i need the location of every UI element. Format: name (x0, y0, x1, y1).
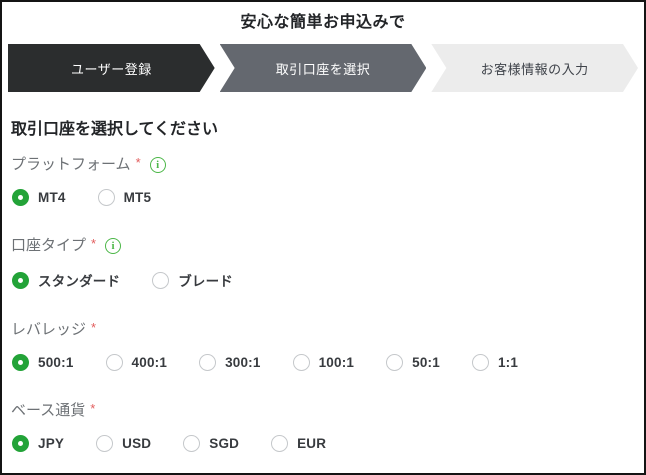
step-label: 取引口座を選択 (275, 61, 371, 77)
section-platform: プラットフォーム * i MT4 MT5 (11, 155, 635, 206)
step-label: お客様情報の入力 (480, 61, 589, 77)
radio-option[interactable]: 300:1 (199, 354, 261, 371)
radio-option[interactable]: EUR (271, 435, 326, 452)
section-label-leverage: レバレッジ * (11, 320, 635, 340)
info-icon[interactable]: i (149, 157, 166, 173)
radio-option-label: 400:1 (131, 355, 168, 370)
radio-selected-icon (12, 435, 29, 452)
form-sections: プラットフォーム * i MT4 MT5 口座タイプ * i スタンダード ブレードレバレッジ * 5… (11, 155, 635, 452)
radio-selected-icon (12, 354, 29, 371)
step-customer-info-input[interactable]: お客様情報の入力 (431, 44, 638, 92)
info-icon[interactable]: i (105, 238, 122, 254)
radio-option-label: SGD (209, 436, 240, 451)
radio-option-label: 500:1 (38, 355, 74, 370)
form-heading: 取引口座を選択してください (11, 121, 219, 138)
required-asterisk: * (135, 155, 141, 170)
radio-option-label: 300:1 (225, 355, 261, 370)
radio-option[interactable]: 100:1 (292, 354, 355, 371)
radio-unselected-icon (271, 435, 289, 452)
radio-selected-icon (12, 189, 29, 206)
progress-stepbar: ユーザー登録 取引口座を選択 お客様情報の入力 (8, 44, 638, 92)
radio-unselected-icon (152, 271, 170, 289)
radio-option[interactable]: 400:1 (105, 354, 168, 371)
radio-option-label: MT5 (123, 190, 152, 205)
account-selection-form: 取引口座を選択してください プラットフォーム * i MT4 MT5 口座タイプ * i スタン… (2, 120, 644, 452)
section-label-base-currency: ベース通貨 * (11, 401, 635, 421)
radio-option-label: USD (122, 436, 152, 451)
radio-unselected-icon (199, 354, 217, 371)
radio-option-label: 100:1 (318, 355, 355, 370)
radio-option[interactable]: JPY (12, 435, 64, 452)
radio-option[interactable]: MT4 (12, 189, 66, 206)
radio-option[interactable]: MT5 (97, 189, 152, 206)
radio-option[interactable]: 50:1 (386, 354, 440, 371)
radio-option[interactable]: スタンダード (12, 270, 120, 290)
radio-group-platform: MT4 MT5 (12, 189, 635, 206)
section-base-currency: ベース通貨 * JPY USD SGD EUR (11, 401, 635, 452)
section-label-account-type: 口座タイプ * i (11, 236, 635, 256)
radio-option-label: ブレード (178, 274, 234, 289)
radio-option-label: EUR (297, 436, 327, 451)
radio-option-label: 50:1 (412, 355, 440, 370)
page-title: 安心な簡単お申込みで (240, 14, 406, 31)
radio-option[interactable]: 500:1 (12, 354, 74, 371)
radio-option-label: MT4 (38, 190, 66, 205)
radio-unselected-icon (96, 435, 114, 452)
step-user-registration[interactable]: ユーザー登録 (8, 44, 215, 92)
radio-option[interactable]: ブレード (152, 270, 233, 290)
section-label-text: レバレッジ (11, 321, 87, 338)
radio-option-label: 1:1 (497, 355, 519, 370)
radio-option-label: JPY (38, 436, 65, 451)
radio-option-label: スタンダード (38, 274, 121, 289)
radio-unselected-icon (105, 354, 123, 371)
step-select-account[interactable]: 取引口座を選択 (220, 44, 427, 92)
radio-unselected-icon (386, 354, 404, 371)
section-label-platform: プラットフォーム * i (11, 155, 635, 175)
required-asterisk: * (91, 320, 97, 335)
section-leverage: レバレッジ * 500:1 400:1 300:1 100:1 50:1 1:1 (11, 320, 635, 371)
radio-option[interactable]: SGD (183, 435, 239, 452)
required-asterisk: * (90, 401, 96, 416)
radio-group-leverage: 500:1 400:1 300:1 100:1 50:1 1:1 (12, 354, 635, 371)
section-label-text: 口座タイプ (11, 237, 87, 254)
radio-unselected-icon (471, 354, 489, 371)
radio-unselected-icon (183, 435, 201, 452)
step-label: ユーザー登録 (70, 61, 152, 77)
section-account-type: 口座タイプ * i スタンダード ブレード (11, 236, 635, 290)
radio-group-account-type: スタンダード ブレード (12, 270, 635, 290)
radio-option[interactable]: USD (96, 435, 151, 452)
radio-group-base-currency: JPY USD SGD EUR (12, 435, 635, 452)
section-label-text: ベース通貨 (11, 402, 86, 419)
radio-unselected-icon (292, 354, 310, 371)
required-asterisk: * (91, 236, 97, 251)
radio-selected-icon (12, 271, 29, 289)
radio-unselected-icon (97, 189, 115, 206)
radio-option[interactable]: 1:1 (471, 354, 519, 371)
section-label-text: プラットフォーム (11, 156, 131, 173)
